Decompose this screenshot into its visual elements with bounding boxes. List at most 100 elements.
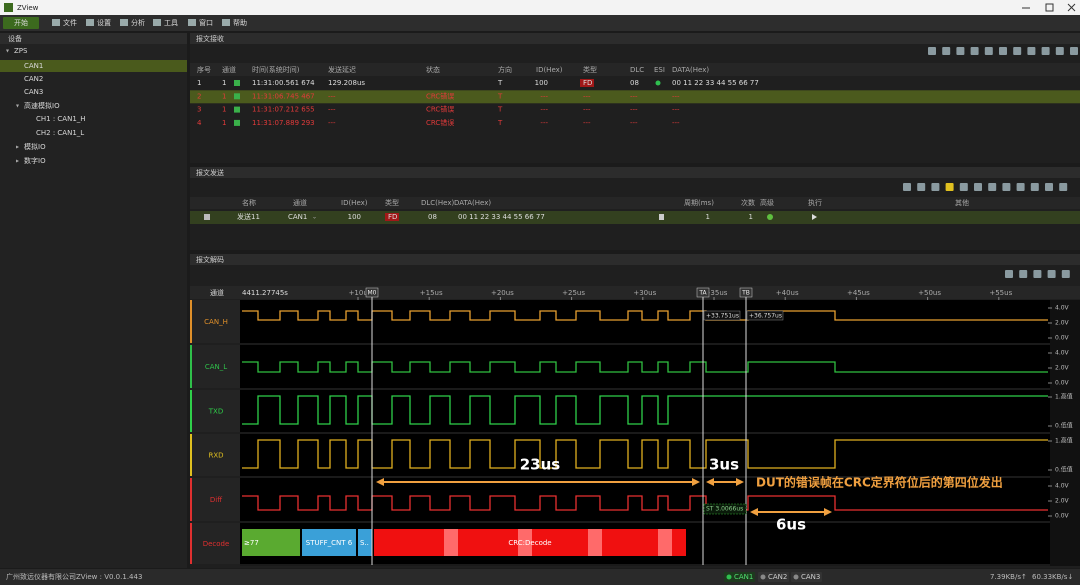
column-header: ESI (654, 66, 665, 74)
channel-name: CAN_L (205, 363, 227, 371)
checkbox (234, 80, 240, 86)
channel-name: Decode (203, 540, 230, 548)
cell: 11:31:07.212 655 (252, 106, 315, 114)
title-bar (0, 0, 1080, 15)
panel-tab[interactable]: 报文接收 (196, 34, 224, 43)
status-channel-label[interactable]: CAN1 (734, 573, 753, 581)
cell: 1 (222, 79, 226, 87)
cell: FD (388, 213, 397, 221)
toolbar-icon (931, 183, 940, 191)
panel-tab[interactable]: 报文解码 (196, 255, 224, 264)
cursor-label[interactable]: TA (698, 290, 707, 297)
status-channel (758, 572, 789, 582)
toolbar-item[interactable]: 设置 (97, 18, 111, 27)
readout-box (703, 310, 741, 321)
time-label: +35us (705, 289, 728, 297)
tree-item[interactable]: CAN1 (24, 62, 43, 70)
tree-item[interactable]: ZPS (14, 47, 28, 55)
toolbar-item[interactable]: 工具 (164, 19, 178, 27)
channel-label-cell (190, 390, 240, 432)
checkbox (234, 106, 240, 113)
column-header: 高级 (760, 198, 774, 207)
cursor-label[interactable]: M0 (368, 290, 377, 297)
decode-text: STUFF_CNT 6 (306, 539, 353, 547)
channel-label-cell (190, 523, 240, 564)
column-header: DATA(Hex) (672, 66, 709, 74)
decode-stripe (518, 529, 532, 556)
toolbar-item[interactable]: 文件 (63, 18, 77, 27)
time-label: +40us (776, 289, 799, 297)
table-header (190, 63, 1080, 76)
tree-item[interactable]: CAN3 (24, 88, 43, 96)
annotation: 23us (520, 456, 561, 474)
tree-item[interactable]: 模拟IO (24, 142, 46, 151)
advanced-icon[interactable] (767, 214, 773, 220)
annotation: DUT的错误帧在CRC定界符位后的第四位发出 (756, 475, 1003, 490)
column-header: 状态 (426, 65, 440, 74)
toolbar-icon (959, 183, 968, 191)
cell: 100 (535, 79, 548, 87)
channel-name: CAN_H (204, 318, 228, 326)
scale-label: 0.低值 (1055, 466, 1073, 474)
cell: 1 (749, 213, 753, 221)
window-title: ZView (17, 4, 39, 12)
toolbar-item[interactable]: 窗口 (199, 18, 213, 27)
toolbar-icon (1033, 270, 1042, 278)
toolbar-icon (153, 19, 161, 26)
scale-label: 0.低值 (1055, 422, 1073, 430)
cell: --- (630, 92, 638, 100)
toolbar-item[interactable]: 开始 (14, 18, 28, 27)
cell: CRC错误 (426, 105, 454, 114)
annotation: 6us (776, 516, 806, 534)
status-dot (726, 574, 732, 580)
cell: 1 (706, 213, 710, 221)
decode-segment (358, 529, 372, 556)
toolbar-icon (988, 183, 997, 191)
tree-item[interactable]: 高速模拟IO (24, 101, 60, 110)
cell: --- (328, 119, 336, 127)
status-dot (760, 574, 766, 580)
panel-tab[interactable]: 报文发送 (196, 168, 224, 177)
checkbox (234, 119, 240, 126)
cell: 100 (348, 213, 361, 221)
cell: --- (672, 92, 680, 100)
tree-item[interactable]: CH1 : CAN1_H (36, 115, 86, 123)
cell: 11:31:00.561 674 (252, 79, 315, 87)
dropdown-arrow[interactable]: ⌄ (312, 214, 317, 221)
tree-item[interactable]: CH2 : CAN1_L (36, 129, 84, 137)
column-header: DLC(Hex) (421, 199, 454, 207)
time-label: +55us (989, 289, 1012, 297)
tree-item[interactable]: CAN2 (24, 75, 43, 83)
status-channel-label[interactable]: CAN3 (801, 573, 820, 581)
selected-row (190, 211, 1080, 224)
cursor-tag (739, 287, 753, 298)
cell: --- (583, 106, 591, 114)
toolbar-icon (917, 183, 926, 191)
readout-box (746, 310, 784, 321)
panel-tab[interactable]: 设备 (8, 34, 22, 43)
cursor-label[interactable]: TB (741, 290, 750, 297)
toolbar-item[interactable]: 帮助 (233, 18, 247, 27)
cell: T (497, 79, 503, 87)
time-label: +50us (918, 289, 941, 297)
toolbar-icon (974, 183, 982, 191)
time-label: +25us (562, 289, 585, 297)
cell: --- (583, 92, 591, 100)
status-channel-label[interactable]: CAN2 (768, 573, 787, 581)
toolbar-icon (1047, 270, 1056, 278)
expand-arrow: ▾ (16, 103, 19, 110)
toolbar-item[interactable]: 分析 (131, 18, 145, 27)
toolbar-icon (1055, 47, 1064, 55)
expand-arrow: ▾ (6, 48, 9, 55)
cell: 00 11 22 33 44 55 66 77 (458, 213, 545, 221)
run-button[interactable] (812, 214, 817, 220)
tree-item[interactable]: 数字IO (24, 156, 46, 165)
status-channel (724, 572, 755, 582)
decode-segment (302, 529, 356, 556)
scale-label: 4.0V (1055, 483, 1070, 490)
cell: T (497, 106, 503, 114)
waveform (242, 310, 1048, 321)
scale-label: 4.0V (1055, 305, 1070, 312)
time-label: +45us (847, 289, 870, 297)
toolbar-icon (120, 19, 128, 26)
